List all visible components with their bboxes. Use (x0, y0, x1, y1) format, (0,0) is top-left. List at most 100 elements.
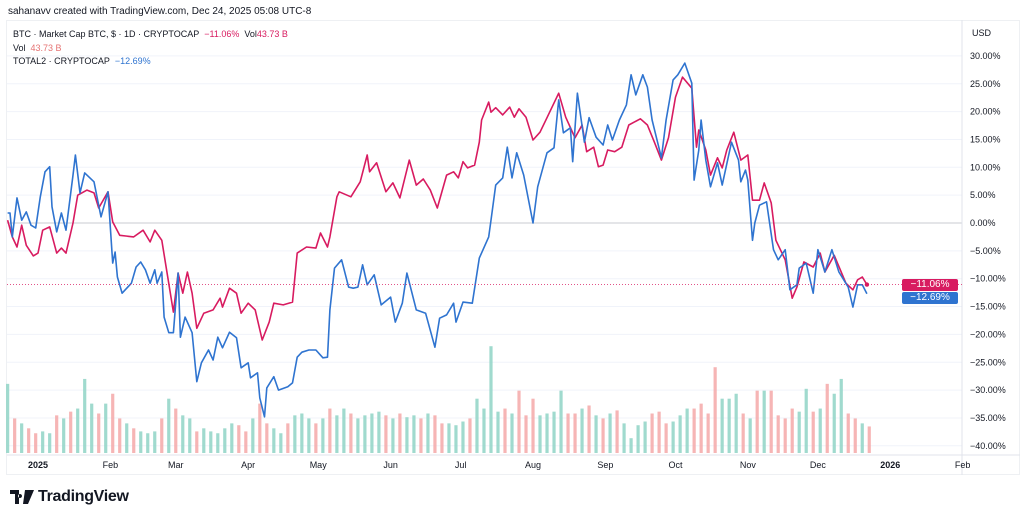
volume-bar (461, 421, 465, 453)
volume-bar (125, 423, 129, 453)
volume-bar (832, 393, 836, 453)
volume-bar (545, 413, 549, 453)
volume-bar (608, 413, 612, 453)
currency-label[interactable]: USD (972, 28, 992, 38)
x-tick-label: Jun (383, 460, 398, 470)
y-axis: 30.00% 25.00% 20.00% 15.00% 10.00% 5.00% 0.00%… (970, 51, 1006, 451)
btc-last-point (864, 282, 870, 287)
volume-bar (776, 415, 780, 453)
y-tick-label: −40.00% (970, 441, 1006, 451)
series-lines (6, 62, 962, 418)
volume-bar (629, 438, 633, 453)
volume-bar (692, 408, 696, 453)
volume-bar (307, 418, 311, 453)
volume-bar (265, 423, 269, 453)
volume-bar (146, 433, 150, 453)
volume-bar (447, 423, 451, 453)
volume-bar (188, 418, 192, 453)
volume-bar (503, 408, 507, 453)
volume-bar (328, 408, 332, 453)
volume-bar (685, 408, 689, 453)
volume-bar (860, 423, 864, 453)
y-tick-label: 15.00% (970, 134, 1001, 144)
volume-bar (405, 417, 409, 453)
volume-bar (468, 418, 472, 453)
volume-bar (601, 418, 605, 453)
chart-credit: sahanavv created with TradingView.com, D… (8, 6, 312, 17)
volume-bar (244, 431, 248, 453)
volume-bar (426, 413, 430, 453)
volume-bar (314, 423, 318, 453)
y-tick-label: 20.00% (970, 107, 1001, 117)
volume-bar (48, 433, 52, 453)
volume-bar (671, 421, 675, 453)
legend-vol-label: Vol (13, 42, 26, 53)
volume-bar (293, 415, 297, 453)
volume-bar (552, 411, 556, 453)
volume-bar (377, 411, 381, 453)
legend-total2-label: TOTAL2 · CRYPTOCAP (13, 56, 110, 66)
legend-total2[interactable]: TOTAL2 · CRYPTOCAP −12.69% (13, 55, 288, 69)
volume-bar (195, 431, 199, 453)
volume-bar (370, 413, 374, 453)
y-tick-label: −20.00% (970, 329, 1006, 339)
volume-bar (517, 390, 521, 453)
volume-bar (496, 411, 500, 453)
volume-bar (41, 431, 45, 453)
volume-bar (867, 426, 871, 453)
x-tick-label: Jul (455, 460, 467, 470)
volume-bar (811, 411, 815, 453)
volume-bar (769, 390, 773, 453)
total2-price-tag: −12.69% (902, 292, 958, 304)
volume-bar (216, 433, 220, 453)
volume-bar (349, 413, 353, 453)
legend-vol[interactable]: Vol 43.73 B (13, 42, 288, 56)
volume-bar (706, 413, 710, 453)
x-tick-label: Oct (668, 460, 683, 470)
total2-series-line (7, 62, 868, 418)
volume-bar (783, 418, 787, 453)
volume-bar (531, 398, 535, 453)
x-tick-label: 2025 (28, 460, 48, 470)
volume-bar (139, 431, 143, 453)
volume-bar (90, 403, 94, 453)
legend: BTC · Market Cap BTC, $ · 1D · CRYPTOCAP… (13, 28, 288, 69)
legend-vol-inline-label: Vol (244, 29, 257, 39)
volume-bar (559, 390, 563, 453)
legend-btc[interactable]: BTC · Market Cap BTC, $ · 1D · CRYPTOCAP… (13, 28, 288, 42)
volume-bar (363, 415, 367, 453)
tradingview-logo[interactable]: TradingView (10, 488, 129, 506)
volume-bar (202, 428, 206, 453)
y-tick-label: −5.00% (970, 246, 1001, 256)
legend-btc-change: −11.06% (204, 29, 240, 39)
volume-bar (335, 415, 339, 453)
volume-bar (853, 418, 857, 453)
x-tick-label: 2026 (880, 460, 900, 470)
volume-bar (510, 413, 514, 453)
volume-bar (748, 418, 752, 453)
volume-bar (34, 433, 38, 453)
volume-bar (790, 408, 794, 453)
x-tick-label: Aug (525, 460, 541, 470)
y-tick-label: 25.00% (970, 79, 1001, 89)
volume-bar (797, 411, 801, 453)
volume-bar (27, 428, 31, 453)
legend-btc-label: BTC · Market Cap BTC, $ · 1D · CRYPTOCAP (13, 29, 200, 39)
volume-bar (573, 413, 577, 453)
volume-bar (419, 418, 423, 453)
x-tick-label: May (310, 460, 328, 470)
volume-bar (237, 425, 241, 453)
y-tick-label: 0.00% (970, 218, 996, 228)
volume-bar (153, 431, 157, 453)
x-tick-label: Mar (168, 460, 184, 470)
volume-bar (636, 425, 640, 453)
volume-bar (762, 390, 766, 453)
volume-bar (622, 423, 626, 453)
volume-bar (230, 423, 234, 453)
volume-bar (825, 383, 829, 453)
volume-bar (846, 413, 850, 453)
btc-series-line (6, 76, 868, 341)
volume-bar (321, 418, 325, 453)
volume-bar (566, 413, 570, 453)
